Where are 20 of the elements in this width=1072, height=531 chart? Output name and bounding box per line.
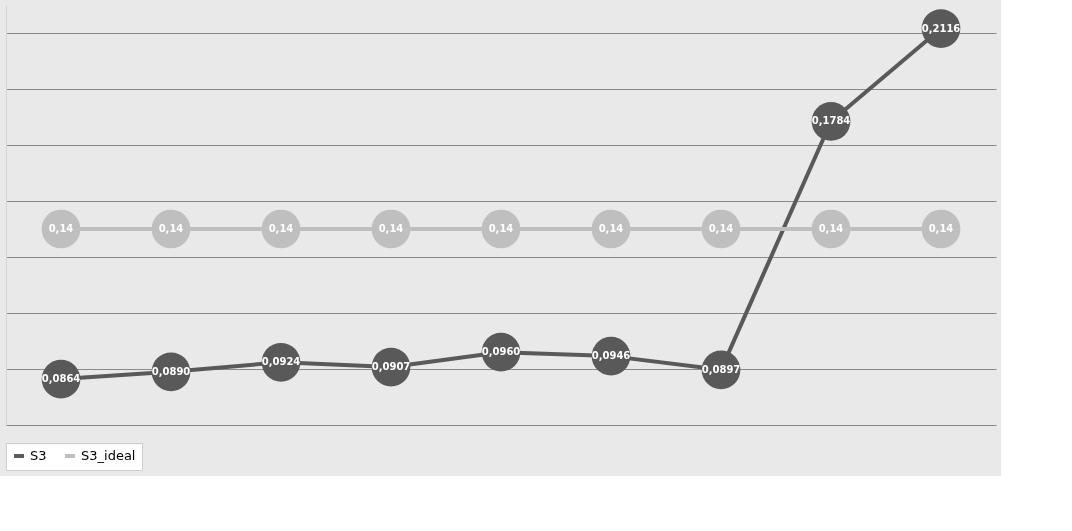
data-label: 0,14	[378, 223, 404, 234]
data-label: 0,14	[158, 223, 184, 234]
data-label: 0,14	[48, 223, 74, 234]
data-label: 0,0946	[591, 350, 631, 362]
data-label: 0,14	[598, 223, 624, 234]
data-label: 0,0890	[151, 365, 191, 377]
data-label: 0,0864	[41, 373, 81, 385]
data-label: 0,2116	[921, 22, 961, 34]
data-label: 0,14	[708, 223, 734, 234]
data-label: 0,0907	[371, 361, 411, 373]
data-label: 0,0924	[261, 356, 301, 368]
legend-label: S3	[30, 448, 47, 463]
data-label: 0,14	[268, 223, 294, 234]
data-label: 0,0897	[701, 363, 741, 375]
data-label: 0,14	[818, 223, 844, 234]
data-label: 0,0960	[481, 346, 521, 358]
data-label: 0,14	[488, 223, 514, 234]
data-label: 0,1784	[811, 115, 851, 127]
data-label: 0,14	[928, 223, 954, 234]
legend-label: S3_ideal	[81, 448, 136, 463]
